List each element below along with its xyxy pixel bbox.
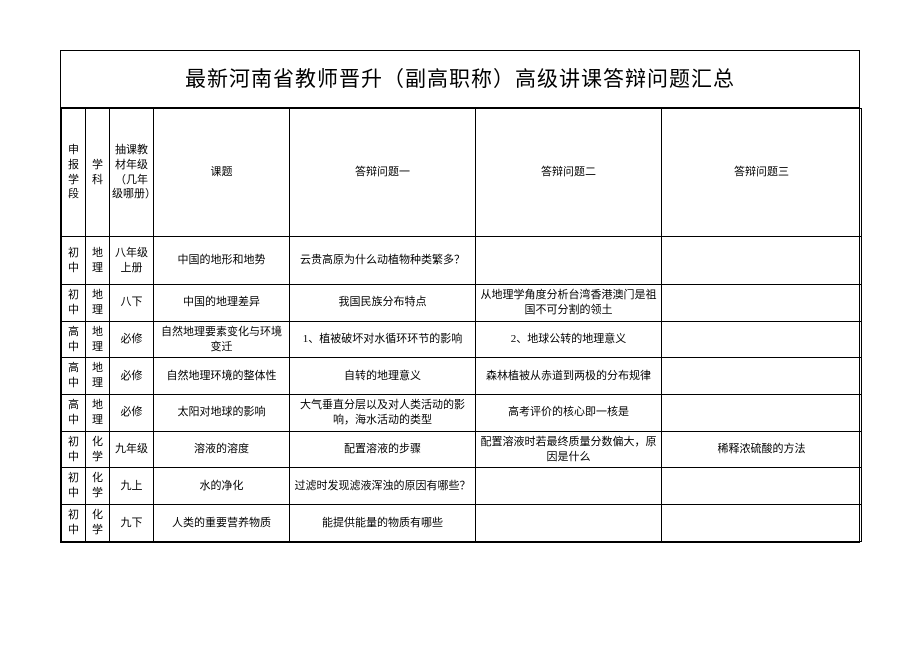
col-stage: 申报学段 bbox=[62, 109, 86, 237]
cell-c2: 地理 bbox=[86, 285, 110, 322]
table-row: 初中化学九下人类的重要营养物质能提供能量的物质有哪些 bbox=[62, 505, 862, 542]
cell-c7 bbox=[662, 321, 862, 358]
cell-c7 bbox=[662, 285, 862, 322]
cell-c4: 水的净化 bbox=[154, 468, 290, 505]
cell-c6: 从地理学角度分析台湾香港澳门是祖国不可分割的领土 bbox=[476, 285, 662, 322]
table-row: 高中地理必修自然地理要素变化与环境变迁1、植被破坏对水循环环节的影响2、地球公转… bbox=[62, 321, 862, 358]
table-row: 高中地理必修太阳对地球的影响大气垂直分层以及对人类活动的影响，海水活动的类型高考… bbox=[62, 395, 862, 432]
document-page: 最新河南省教师晋升（副高职称）高级讲课答辩问题汇总 申报学段 学科 抽课教材年级… bbox=[60, 50, 860, 543]
cell-c6 bbox=[476, 237, 662, 285]
cell-c3: 九年级 bbox=[110, 431, 154, 468]
cell-c5: 配置溶液的步骤 bbox=[290, 431, 476, 468]
cell-c6: 2、地球公转的地理意义 bbox=[476, 321, 662, 358]
cell-c3: 必修 bbox=[110, 321, 154, 358]
cell-c3: 八年级上册 bbox=[110, 237, 154, 285]
table-row: 初中地理八下中国的地理差异我国民族分布特点从地理学角度分析台湾香港澳门是祖国不可… bbox=[62, 285, 862, 322]
cell-c6: 配置溶液时若最终质量分数偏大，原因是什么 bbox=[476, 431, 662, 468]
cell-c6: 森林植被从赤道到两极的分布规律 bbox=[476, 358, 662, 395]
col-subject: 学科 bbox=[86, 109, 110, 237]
cell-c5: 过滤时发现滤液浑浊的原因有哪些？ bbox=[290, 468, 476, 505]
cell-c5: 能提供能量的物质有哪些 bbox=[290, 505, 476, 542]
cell-c3: 九下 bbox=[110, 505, 154, 542]
cell-c1: 初中 bbox=[62, 237, 86, 285]
cell-c2: 化学 bbox=[86, 431, 110, 468]
cell-c4: 中国的地形和地势 bbox=[154, 237, 290, 285]
cell-c7 bbox=[662, 468, 862, 505]
cell-c2: 化学 bbox=[86, 468, 110, 505]
table-row: 初中地理八年级上册中国的地形和地势云贵高原为什么动植物种类繁多？ bbox=[62, 237, 862, 285]
cell-c5: 1、植被破坏对水循环环节的影响 bbox=[290, 321, 476, 358]
col-q1: 答辩问题一 bbox=[290, 109, 476, 237]
cell-c7 bbox=[662, 358, 862, 395]
cell-c1: 高中 bbox=[62, 321, 86, 358]
cell-c4: 太阳对地球的影响 bbox=[154, 395, 290, 432]
cell-c1: 初中 bbox=[62, 505, 86, 542]
col-grade: 抽课教材年级（几年级哪册） bbox=[110, 109, 154, 237]
col-topic: 课题 bbox=[154, 109, 290, 237]
cell-c5: 我国民族分布特点 bbox=[290, 285, 476, 322]
cell-c7 bbox=[662, 505, 862, 542]
cell-c5: 自转的地理意义 bbox=[290, 358, 476, 395]
cell-c5: 大气垂直分层以及对人类活动的影响，海水活动的类型 bbox=[290, 395, 476, 432]
cell-c3: 八下 bbox=[110, 285, 154, 322]
cell-c7: 稀释浓硫酸的方法 bbox=[662, 431, 862, 468]
cell-c4: 人类的重要营养物质 bbox=[154, 505, 290, 542]
cell-c4: 自然地理要素变化与环境变迁 bbox=[154, 321, 290, 358]
cell-c3: 必修 bbox=[110, 395, 154, 432]
cell-c6 bbox=[476, 505, 662, 542]
cell-c4: 自然地理环境的整体性 bbox=[154, 358, 290, 395]
col-q3: 答辩问题三 bbox=[662, 109, 862, 237]
qa-table: 申报学段 学科 抽课教材年级（几年级哪册） 课题 答辩问题一 答辩问题二 答辩问… bbox=[61, 108, 862, 542]
table-row: 初中化学九年级溶液的溶度配置溶液的步骤配置溶液时若最终质量分数偏大，原因是什么稀… bbox=[62, 431, 862, 468]
cell-c2: 地理 bbox=[86, 321, 110, 358]
cell-c2: 化学 bbox=[86, 505, 110, 542]
cell-c4: 中国的地理差异 bbox=[154, 285, 290, 322]
table-row: 高中地理必修自然地理环境的整体性自转的地理意义森林植被从赤道到两极的分布规律 bbox=[62, 358, 862, 395]
cell-c7 bbox=[662, 395, 862, 432]
cell-c3: 九上 bbox=[110, 468, 154, 505]
table-row: 初中化学九上水的净化过滤时发现滤液浑浊的原因有哪些？ bbox=[62, 468, 862, 505]
cell-c7 bbox=[662, 237, 862, 285]
cell-c1: 高中 bbox=[62, 395, 86, 432]
table-header-row: 申报学段 学科 抽课教材年级（几年级哪册） 课题 答辩问题一 答辩问题二 答辩问… bbox=[62, 109, 862, 237]
cell-c4: 溶液的溶度 bbox=[154, 431, 290, 468]
cell-c1: 初中 bbox=[62, 285, 86, 322]
cell-c1: 高中 bbox=[62, 358, 86, 395]
table-body: 初中地理八年级上册中国的地形和地势云贵高原为什么动植物种类繁多？初中地理八下中国… bbox=[62, 237, 862, 542]
cell-c1: 初中 bbox=[62, 431, 86, 468]
cell-c2: 地理 bbox=[86, 237, 110, 285]
cell-c1: 初中 bbox=[62, 468, 86, 505]
cell-c6: 高考评价的核心即一核是 bbox=[476, 395, 662, 432]
cell-c5: 云贵高原为什么动植物种类繁多？ bbox=[290, 237, 476, 285]
cell-c2: 地理 bbox=[86, 358, 110, 395]
cell-c6 bbox=[476, 468, 662, 505]
cell-c2: 地理 bbox=[86, 395, 110, 432]
cell-c3: 必修 bbox=[110, 358, 154, 395]
page-title: 最新河南省教师晋升（副高职称）高级讲课答辩问题汇总 bbox=[61, 51, 859, 108]
col-q2: 答辩问题二 bbox=[476, 109, 662, 237]
